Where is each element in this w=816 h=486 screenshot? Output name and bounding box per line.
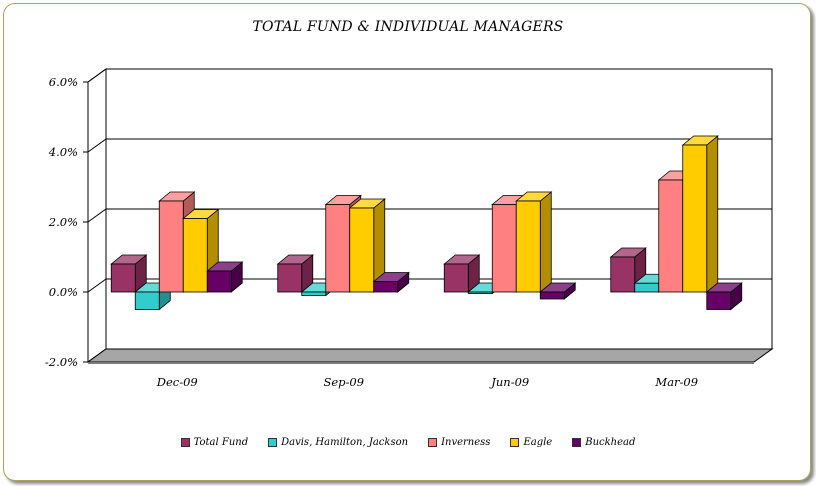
legend-swatch: [428, 438, 438, 447]
floor: [86, 348, 774, 363]
bar-eagle-jun-09: [515, 191, 553, 293]
legend-label: Total Fund: [193, 437, 249, 448]
legend-swatch: [180, 438, 190, 447]
y-tick-label: 6.0%: [49, 75, 78, 89]
legend-label: Inverness: [441, 437, 491, 448]
legend-swatch: [268, 438, 278, 447]
gridline: [87, 68, 772, 83]
chart-title: TOTAL FUND & INDIVIDUAL MANAGERS: [252, 19, 564, 35]
bar-total-fund-sep-09: [276, 254, 314, 293]
y-tick-label: 0.0%: [49, 285, 78, 299]
legend-label: Davis, Hamilton, Jackson: [281, 437, 409, 448]
legend-swatch: [510, 438, 520, 447]
legend-item: Total Fund: [180, 437, 249, 448]
category-label: Mar-09: [654, 375, 698, 389]
legend-item: Davis, Hamilton, Jackson: [268, 437, 408, 448]
category-label: Sep-09: [323, 375, 364, 389]
floor-edge: [88, 362, 754, 364]
legend-item: Eagle: [510, 437, 552, 448]
legend-label: Buckhead: [585, 437, 636, 448]
legend: Total Fund Davis, Hamilton, Jackson Invern…: [0, 437, 816, 448]
legend-label: Eagle: [523, 437, 553, 448]
bar-buckhead-mar-09: [705, 282, 743, 311]
gridline: [87, 138, 772, 153]
bar-buckhead-dec-09: [206, 261, 244, 293]
category-label: Dec-09: [156, 375, 198, 389]
category-label: Jun-09: [489, 375, 529, 389]
bar-buckhead-jun-09: [539, 282, 577, 300]
y-tick-label: 4.0%: [48, 145, 78, 159]
bar-buckhead-sep-09: [372, 271, 410, 293]
bar-eagle-mar-09: [681, 135, 719, 293]
y-tick-label: -2.0%: [45, 355, 78, 369]
y-tick-label: 2.0%: [48, 215, 78, 229]
legend-swatch: [572, 438, 582, 447]
legend-item: Buckhead: [572, 437, 635, 448]
legend-item: Inverness: [428, 437, 490, 448]
bar-total-fund-dec-09: [110, 254, 148, 293]
bar-total-fund-jun-09: [443, 254, 481, 293]
